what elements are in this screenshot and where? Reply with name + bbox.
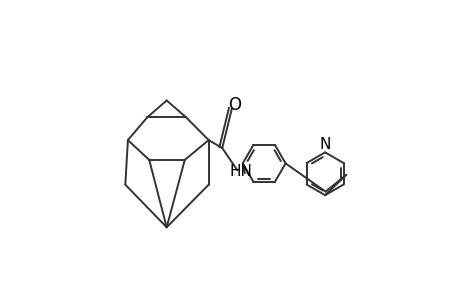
- Text: N: N: [319, 137, 330, 152]
- Text: O: O: [227, 96, 241, 114]
- Text: HN: HN: [229, 164, 252, 179]
